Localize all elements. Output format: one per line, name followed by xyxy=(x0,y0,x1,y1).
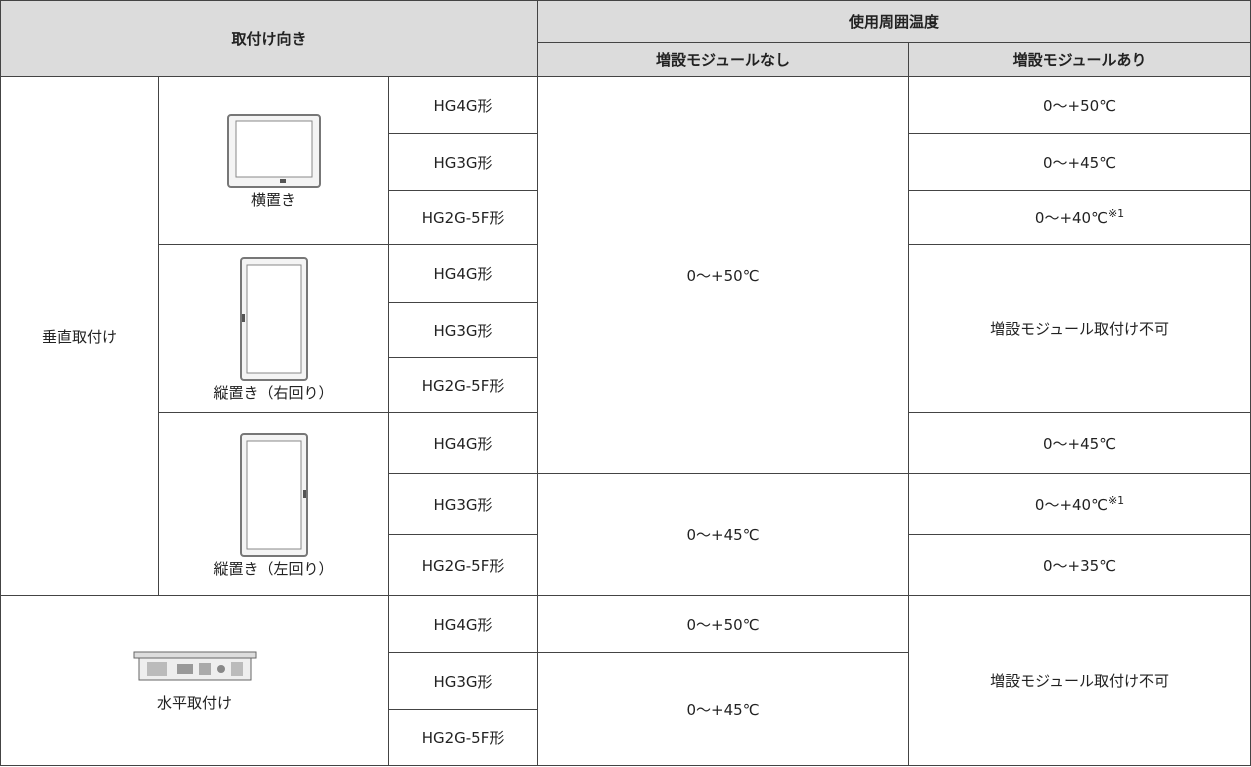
temp-cell: 0～+45℃ xyxy=(908,133,1251,191)
model-cell: HG3G形 xyxy=(387,302,539,358)
header-cell: 取付け向き xyxy=(0,0,539,77)
mounting-cell: 水平取付け xyxy=(0,595,389,766)
orientation: 水平取付け xyxy=(1,642,388,719)
note: ※1 xyxy=(1107,207,1125,220)
temp-text: 0～+40℃ xyxy=(1034,209,1108,227)
orientation: 横置き xyxy=(159,105,388,216)
model-cell: HG3G形 xyxy=(387,133,539,191)
temp-cell: 0～+45℃ xyxy=(908,412,1251,474)
header-cell: 増設モジュールあり xyxy=(908,42,1251,77)
model-cell: HG3G形 xyxy=(387,652,539,710)
temp-cell: 増設モジュール取付け不可 xyxy=(908,244,1251,413)
model-cell: HG2G-5F形 xyxy=(387,534,539,596)
model-cell: HG4G形 xyxy=(387,76,539,134)
temp-cell: 0～+50℃ xyxy=(537,595,910,653)
orientation-cell: 縦置き（左回り） xyxy=(158,412,389,596)
model-cell: HG4G形 xyxy=(387,244,539,303)
temp-cell: 0～+50℃ xyxy=(908,76,1251,134)
mounting-cell: 垂直取付け xyxy=(0,76,159,596)
header-cell: 使用周囲温度 xyxy=(537,0,1251,43)
model-cell: HG4G形 xyxy=(387,595,539,653)
orientation: 縦置き（左回り） xyxy=(159,424,388,585)
header-cell: 増設モジュールなし xyxy=(537,42,910,77)
orientation-cell: 横置き xyxy=(158,76,389,245)
temp-cell: 0～+45℃ xyxy=(537,473,910,596)
mounting-label: 水平取付け xyxy=(156,694,232,712)
panel-icon xyxy=(239,257,308,381)
model-cell: HG2G-5F形 xyxy=(387,357,539,413)
note: ※1 xyxy=(1107,493,1125,507)
temp-cell: 0～+45℃ xyxy=(537,652,910,766)
temp-cell: 0～+40℃※1 xyxy=(908,473,1251,535)
temp-text: 0～+40℃ xyxy=(1034,495,1108,514)
orientation-cell: 縦置き（右回り） xyxy=(158,244,389,413)
temp-cell: 0～+40℃※1 xyxy=(908,190,1251,245)
panel-icon xyxy=(133,651,256,681)
model-cell: HG2G-5F形 xyxy=(387,709,539,766)
panel-icon xyxy=(226,114,321,188)
orientation-label: 縦置き（右回り） xyxy=(213,384,334,402)
temp-cell: 0～+35℃ xyxy=(908,534,1251,596)
panel-icon xyxy=(239,432,308,557)
orientation-label: 縦置き（左回り） xyxy=(213,559,334,578)
orientation-label: 横置き xyxy=(250,191,296,209)
model-cell: HG2G-5F形 xyxy=(387,190,539,245)
temp-cell: 増設モジュール取付け不可 xyxy=(908,595,1251,766)
model-cell: HG4G形 xyxy=(387,412,539,474)
model-cell: HG3G形 xyxy=(387,473,539,535)
temp-cell: 0～+50℃ xyxy=(537,76,910,474)
orientation: 縦置き（右回り） xyxy=(159,248,388,409)
